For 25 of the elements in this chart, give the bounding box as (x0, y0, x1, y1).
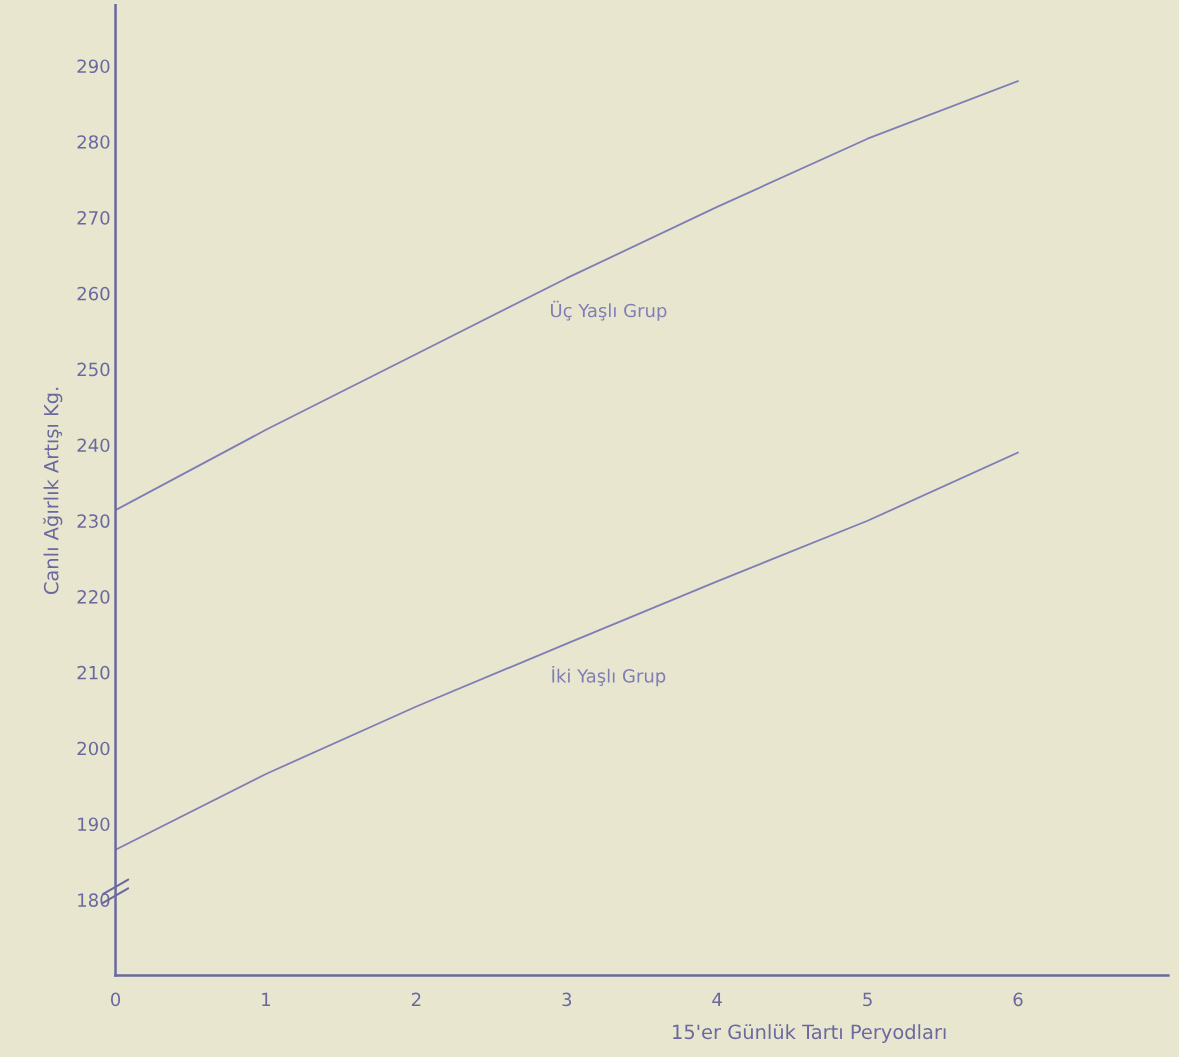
y-tick-label: 240 (77, 438, 110, 453)
y-tick-label: 230 (77, 514, 110, 528)
series-label: Üç Yaşlı Grup (551, 300, 667, 321)
y-tick-label: 250 (77, 362, 110, 377)
x-tick-label: 5 (863, 992, 872, 1007)
x-tick-label: 0 (110, 992, 121, 1007)
y-axis-title: Canlı Ağırlık Artışı Kg. (43, 387, 63, 595)
x-tick-label: 2 (411, 992, 421, 1006)
y-tick-label: 220 (77, 590, 110, 604)
y-tick-label: 200 (77, 741, 110, 756)
line-series (115, 451, 1019, 851)
y-tick-label: 190 (78, 817, 110, 832)
y-tick-label: 270 (77, 211, 110, 225)
y-tick-label: 210 (77, 665, 110, 680)
x-tick-label: 4 (712, 992, 722, 1006)
line-series (115, 80, 1019, 512)
y-tick-label: 260 (77, 286, 110, 301)
y-tick-label: 290 (77, 59, 110, 74)
x-axis-title: 15'er Günlük Tartı Peryodları (673, 1024, 946, 1043)
series-label: İki Yaşlı Grup (552, 666, 666, 687)
x-tick-label: 6 (1013, 992, 1023, 1007)
x-tick-label: 3 (562, 992, 572, 1007)
y-tick-label: 280 (77, 135, 110, 149)
x-tick-label: 1 (262, 992, 271, 1006)
y-tick-label: 180 (78, 893, 110, 907)
